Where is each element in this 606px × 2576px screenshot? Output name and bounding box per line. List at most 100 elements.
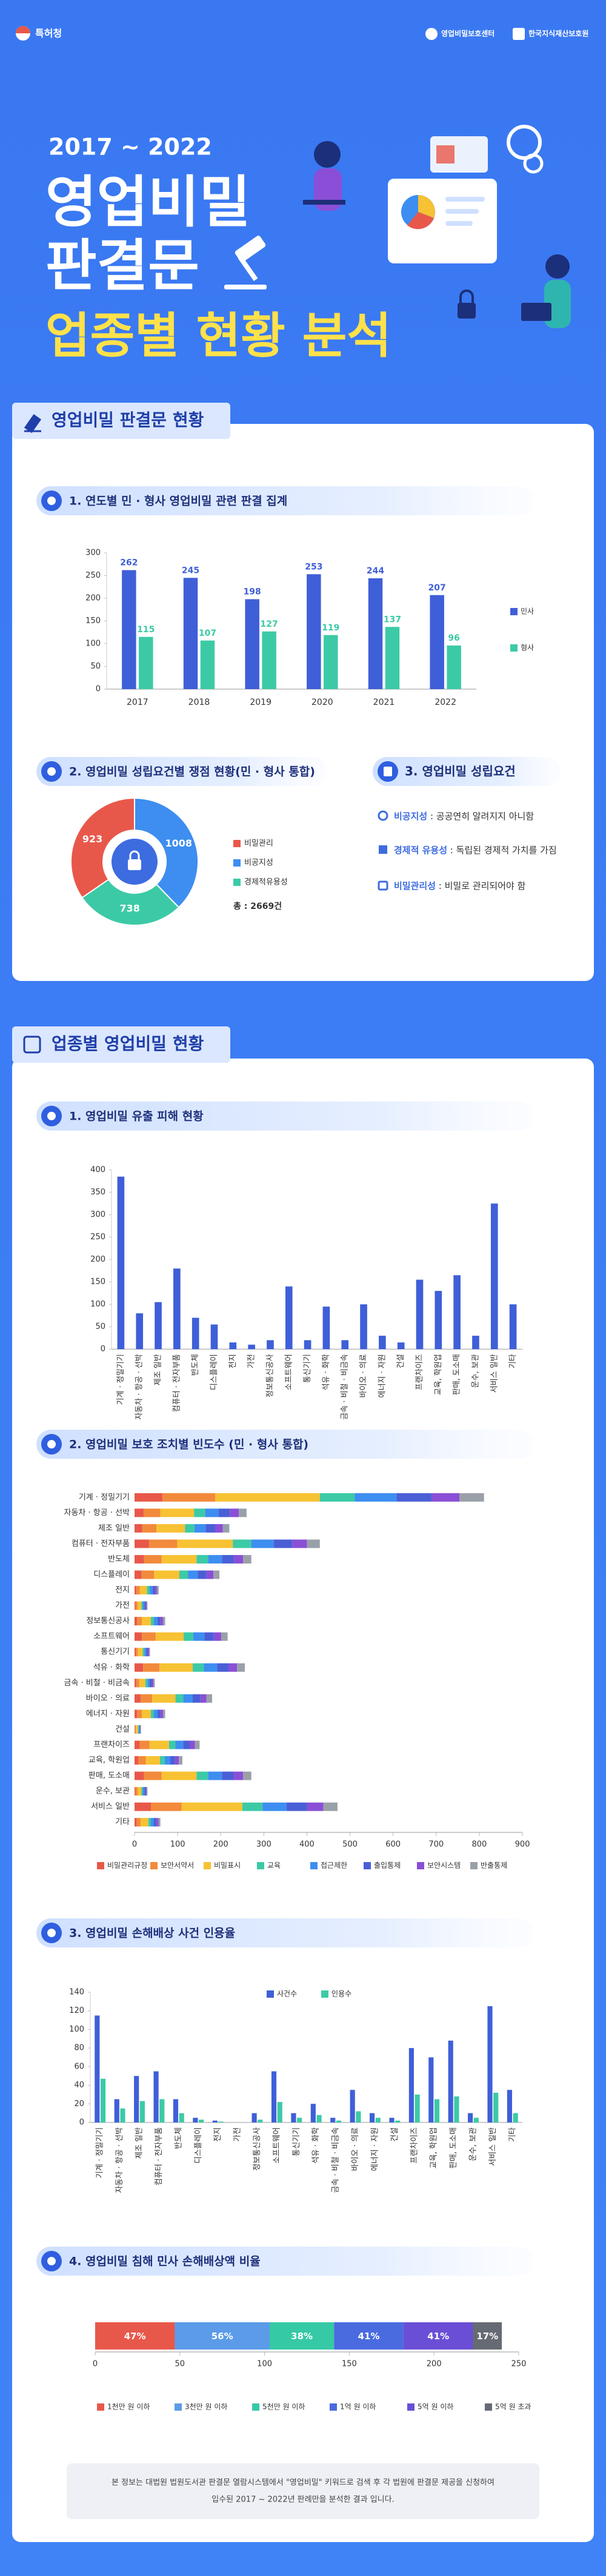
requirement-desc: : 독립된 경제적 가치를 가짐 bbox=[447, 845, 557, 856]
bar-segment bbox=[168, 1740, 176, 1749]
legend-swatch bbox=[364, 1862, 371, 1869]
legend-label: 비공지성 bbox=[244, 859, 273, 868]
y-tick-label: 기계 · 정밀기기 bbox=[79, 1493, 130, 1502]
illustration bbox=[303, 125, 571, 328]
bar-segment bbox=[135, 1694, 141, 1703]
y-tick-label: 자동차 · 항공 · 선박 bbox=[64, 1508, 130, 1518]
bar-segment bbox=[222, 1554, 234, 1564]
bar-segment bbox=[162, 1709, 165, 1719]
bar-segment bbox=[184, 1632, 193, 1641]
y-tick-label: 50 bbox=[90, 662, 101, 671]
bar-segment bbox=[237, 1663, 245, 1672]
bar-segment bbox=[156, 1586, 159, 1595]
bar-segment bbox=[145, 1679, 148, 1688]
bar-segment bbox=[154, 1709, 158, 1719]
bar bbox=[430, 595, 444, 689]
bar-segment bbox=[137, 1709, 142, 1719]
bar-segment bbox=[175, 2322, 270, 2350]
chart-title: 3. 영업비밀 손해배상 사건 인용율 bbox=[69, 1927, 235, 1940]
bar-segment bbox=[135, 1493, 163, 1502]
bar-segment bbox=[149, 1740, 169, 1749]
pie-slice bbox=[81, 879, 180, 926]
bar bbox=[136, 1313, 144, 1349]
x-tick-label: 석유 · 화학 bbox=[311, 2127, 321, 2164]
legend-swatch bbox=[510, 608, 518, 615]
y-tick-label: 에너지 · 자원 bbox=[86, 1709, 130, 1719]
bar bbox=[267, 1340, 274, 1349]
y-tick-label: 판매, 도소매 bbox=[88, 1771, 130, 1780]
bar bbox=[304, 1340, 311, 1349]
legend-swatch bbox=[204, 1862, 211, 1869]
legend-label: 비밀관리규정 bbox=[107, 1861, 147, 1870]
bar-segment bbox=[152, 1679, 154, 1688]
subtitle: 업종별 현황 분석 bbox=[45, 308, 391, 364]
legend-swatch bbox=[233, 840, 241, 847]
x-tick-label: 건설 bbox=[390, 2127, 399, 2142]
bar-segment bbox=[205, 1524, 215, 1533]
legend-swatch bbox=[257, 1862, 264, 1869]
x-tick-label: 2021 bbox=[373, 698, 395, 707]
pill bbox=[373, 757, 561, 786]
bar-segment bbox=[144, 1554, 162, 1564]
chart-title: 1. 영업비밀 유출 피해 현황 bbox=[69, 1109, 204, 1123]
bar-segment bbox=[233, 1554, 244, 1564]
y-tick-label: 350 bbox=[90, 1188, 105, 1197]
bar-segment bbox=[142, 1617, 152, 1626]
data-label: 96 bbox=[448, 633, 459, 643]
bar-segment bbox=[154, 1617, 158, 1626]
bar-segment bbox=[431, 1493, 460, 1502]
bar-segment bbox=[218, 1508, 230, 1518]
x-tick-label: 250 bbox=[511, 2360, 527, 2369]
section-icon bbox=[23, 1035, 41, 1054]
bar bbox=[248, 1344, 255, 1349]
requirement-term: 경제적 유용성 bbox=[394, 845, 447, 856]
bar bbox=[316, 2115, 322, 2122]
header: 특허청 영업비밀보호센터 한국지식재산보호원 2017 ~ 2022 영업비밀 … bbox=[16, 26, 588, 364]
bar-segment bbox=[177, 1539, 233, 1548]
bar-segment bbox=[242, 1802, 263, 1811]
bar-segment bbox=[157, 1617, 161, 1626]
bar-segment bbox=[139, 1679, 145, 1688]
bar-segment bbox=[151, 1709, 154, 1719]
bar bbox=[120, 2108, 125, 2122]
bar bbox=[134, 2076, 139, 2122]
bar bbox=[210, 1324, 218, 1349]
x-tick-label: 0 bbox=[93, 2360, 98, 2369]
bar-segment bbox=[136, 1818, 141, 1827]
bar bbox=[285, 1286, 293, 1349]
bar-segment bbox=[215, 1524, 223, 1533]
bar bbox=[473, 2118, 479, 2122]
pill bbox=[36, 1101, 533, 1131]
bar bbox=[493, 2092, 499, 2122]
partner-logo bbox=[513, 28, 525, 40]
y-tick-label: 0 bbox=[101, 1345, 105, 1354]
note: 입수된 2017 ~ 2022년 판례만을 분석한 결과 입니다. bbox=[211, 2495, 394, 2505]
pill bbox=[36, 2247, 533, 2276]
x-tick-label: 기계 · 정밀기기 bbox=[116, 1354, 125, 1405]
y-tick-label: 100 bbox=[90, 1300, 105, 1309]
bar-segment bbox=[162, 1617, 165, 1626]
y-tick-label: 20 bbox=[74, 2099, 84, 2109]
bar bbox=[385, 627, 400, 689]
partner: 영업비밀보호센터 bbox=[441, 29, 494, 38]
bar-segment bbox=[151, 1818, 154, 1827]
requirement: 비밀관리성 : 비밀로 관리되어야 함 bbox=[394, 880, 526, 891]
item-icon bbox=[378, 880, 388, 891]
x-tick-label: 바이오 · 의료 bbox=[351, 2127, 360, 2171]
bar-segment bbox=[157, 1709, 161, 1719]
section-tab bbox=[12, 1026, 230, 1063]
legend-label: 1천만 원 이하 bbox=[107, 2402, 150, 2411]
bar-segment bbox=[319, 1493, 355, 1502]
y-tick-label: 교육, 학원업 bbox=[88, 1756, 130, 1765]
pill-icon-inner bbox=[384, 767, 392, 776]
x-tick-label: 통신기기 bbox=[292, 2127, 301, 2156]
bar bbox=[100, 2078, 106, 2122]
data-label: 41% bbox=[358, 2331, 380, 2342]
x-tick-label: 판매, 도소매 bbox=[449, 2127, 458, 2168]
y-tick-label: 140 bbox=[69, 1988, 84, 1997]
bar bbox=[397, 1342, 405, 1349]
x-tick-label: 2022 bbox=[435, 698, 456, 707]
lock-shackle bbox=[129, 850, 140, 859]
